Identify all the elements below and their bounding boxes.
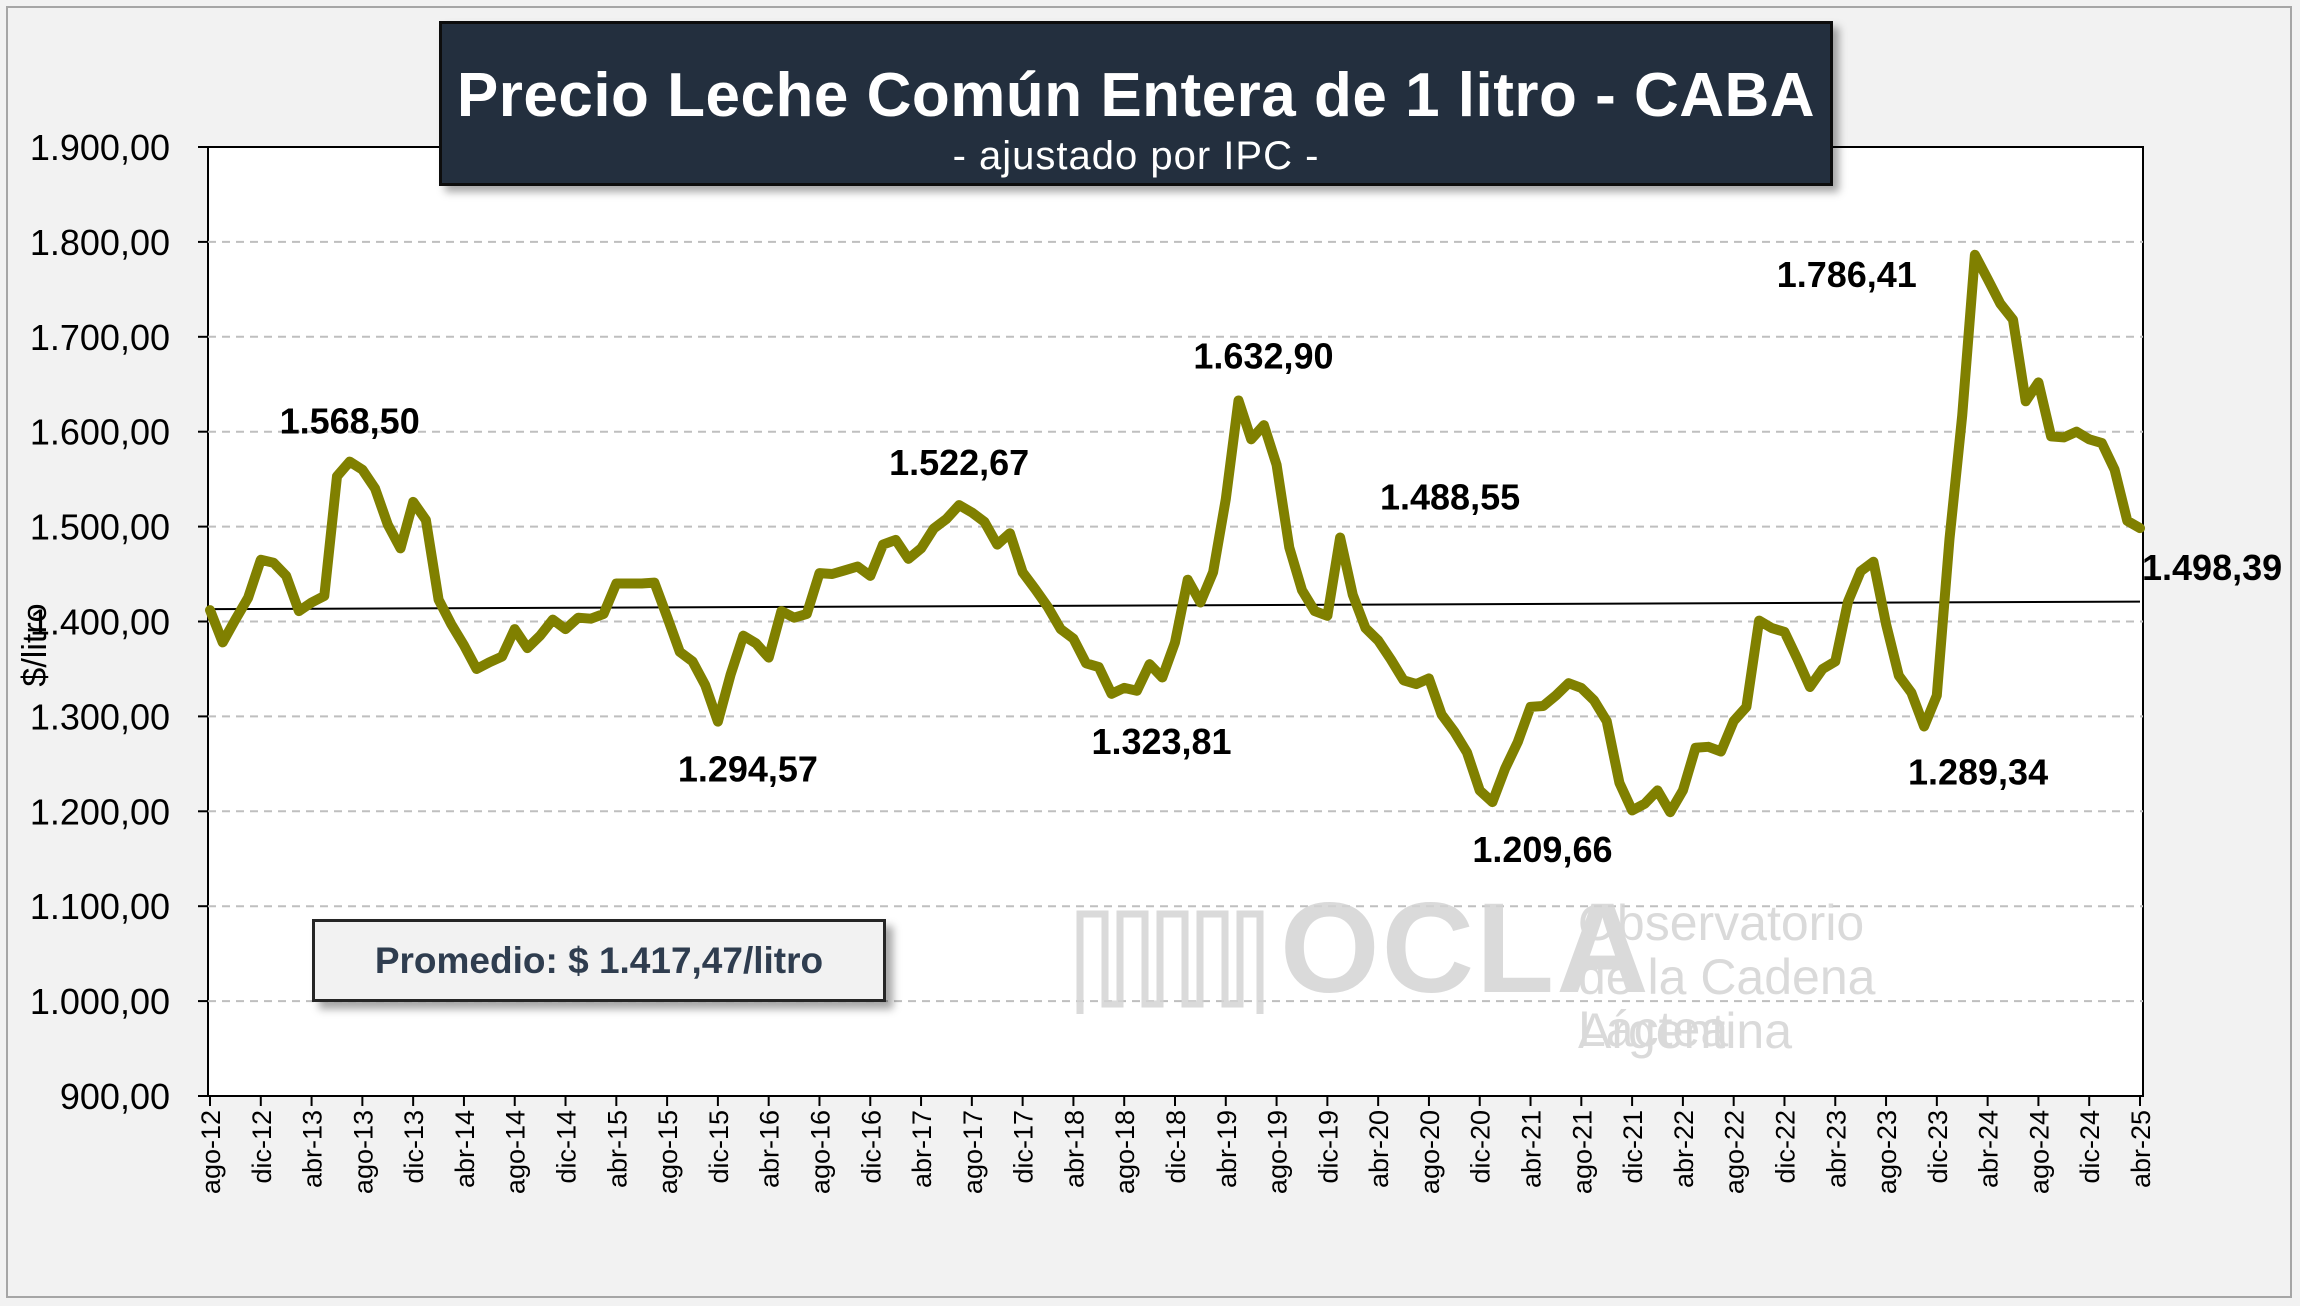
ocla-watermark: OCLA Observatorio de la Cadena Láctea Ar… [1075,885,2005,1060]
x-tick-label: dic-22 [1770,1110,1800,1184]
x-tick-label: ago-20 [1415,1110,1445,1194]
x-tick-label: ago-15 [653,1110,683,1194]
x-tick-labels: ago-12 dic-12 abr-13 ago-13 dic-13 abr-14 ago-… [196,1096,2156,1194]
x-tick-label: ago-16 [805,1110,835,1194]
y-tick-label: 1.300,00 [30,696,170,737]
average-trend-line [209,600,2141,611]
ocla-acronym: OCLA [1280,877,1651,1020]
x-tick-label: ago-24 [2024,1110,2054,1194]
x-tick-label: abr-13 [298,1110,328,1188]
data-label: 1.209,66 [1472,829,1612,870]
data-label: 1.294,57 [678,749,818,790]
x-tick-label: abr-23 [1821,1110,1851,1188]
data-label: 1.289,34 [1908,752,2048,793]
x-tick-label: dic-20 [1466,1110,1496,1184]
y-tick-label: 1.800,00 [30,222,170,263]
y-axis-label: $/litro [16,603,54,686]
x-tick-label: dic-17 [1009,1110,1039,1184]
data-label: 1.498,39 [2142,547,2282,588]
x-tick-label: dic-23 [1923,1110,1953,1184]
series-line [205,249,2145,818]
x-tick-label: dic-12 [247,1110,277,1184]
x-tick-label: dic-21 [1618,1110,1648,1184]
x-tick-label: dic-18 [1161,1110,1191,1184]
x-tick-label: abr-18 [1059,1110,1089,1188]
x-tick-label: abr-16 [755,1110,785,1188]
x-tick-label: ago-17 [958,1110,988,1194]
x-tick-label: dic-13 [399,1110,429,1184]
y-tick-label: 1.100,00 [30,886,170,927]
data-labels: 1.568,50 1.294,57 1.522,67 1.323,81 1.632,90… [280,254,2283,870]
x-tick-label: ago-22 [1720,1110,1750,1194]
x-tick-label: dic-19 [1313,1110,1343,1184]
data-label: 1.568,50 [280,401,420,442]
data-label: 1.488,55 [1380,476,1520,517]
y-tick-label: 900,00 [60,1076,170,1117]
x-tick-label: abr-22 [1669,1110,1699,1188]
y-tick-label: 1.200,00 [30,791,170,832]
y-tick-label: 1.900,00 [30,127,170,168]
x-tick-label: abr-21 [1517,1110,1547,1188]
ocla-name-line2: de la Cadena Láctea [1578,949,1876,1057]
x-tick-label: ago-12 [196,1110,226,1194]
x-tick-label: dic-16 [856,1110,886,1184]
chart-title: Precio Leche Común Entera de 1 litro - C… [456,61,1816,130]
y-tick-label: 1.000,00 [30,981,170,1022]
y-tick-label: 1.500,00 [30,507,170,548]
data-label: 1.522,67 [889,442,1029,483]
x-tick-label: dic-14 [552,1110,582,1184]
x-tick-label: abr-19 [1212,1110,1242,1188]
x-tick-label: dic-15 [704,1110,734,1184]
ocla-name-line1: Observatorio [1578,895,1865,951]
y-tick-label: 1.600,00 [30,412,170,453]
trend-line [209,600,2141,611]
x-tick-label: ago-21 [1567,1110,1597,1194]
x-tick-label: abr-17 [907,1110,937,1188]
ocla-logo-icon [1076,910,1264,1014]
x-tick-label: abr-24 [1974,1110,2004,1188]
x-tick-label: abr-20 [1364,1110,1394,1188]
x-tick-label: abr-25 [2126,1110,2156,1188]
y-tick-labels: 900,00 1.000,00 1.100,00 1.200,00 1.300,00 1.… [30,127,170,1117]
x-tick-label: ago-18 [1110,1110,1140,1194]
x-tick-label: ago-23 [1872,1110,1902,1194]
data-label: 1.786,41 [1777,254,1917,295]
data-label: 1.323,81 [1091,721,1231,762]
x-tick-label: ago-14 [501,1110,531,1194]
average-box: Promedio: $ 1.417,47/litro [312,919,886,1002]
chart-subtitle: - ajustado por IPC - [952,134,1320,178]
data-label: 1.632,90 [1193,335,1333,376]
ocla-name-line3: Argentina [1578,1003,1793,1059]
x-tick-label: ago-13 [348,1110,378,1194]
y-tick-label: 1.700,00 [30,317,170,358]
x-tick-label: abr-14 [450,1110,480,1188]
average-label: Promedio: $ 1.417,47/litro [374,939,824,981]
title-box: Precio Leche Común Entera de 1 litro - C… [439,21,1833,186]
y-tick-label: 1.400,00 [30,602,170,643]
x-tick-label: ago-19 [1263,1110,1293,1194]
series-price [205,249,2145,818]
x-tick-label: dic-24 [2075,1110,2105,1184]
x-tick-label: abr-15 [602,1110,632,1188]
